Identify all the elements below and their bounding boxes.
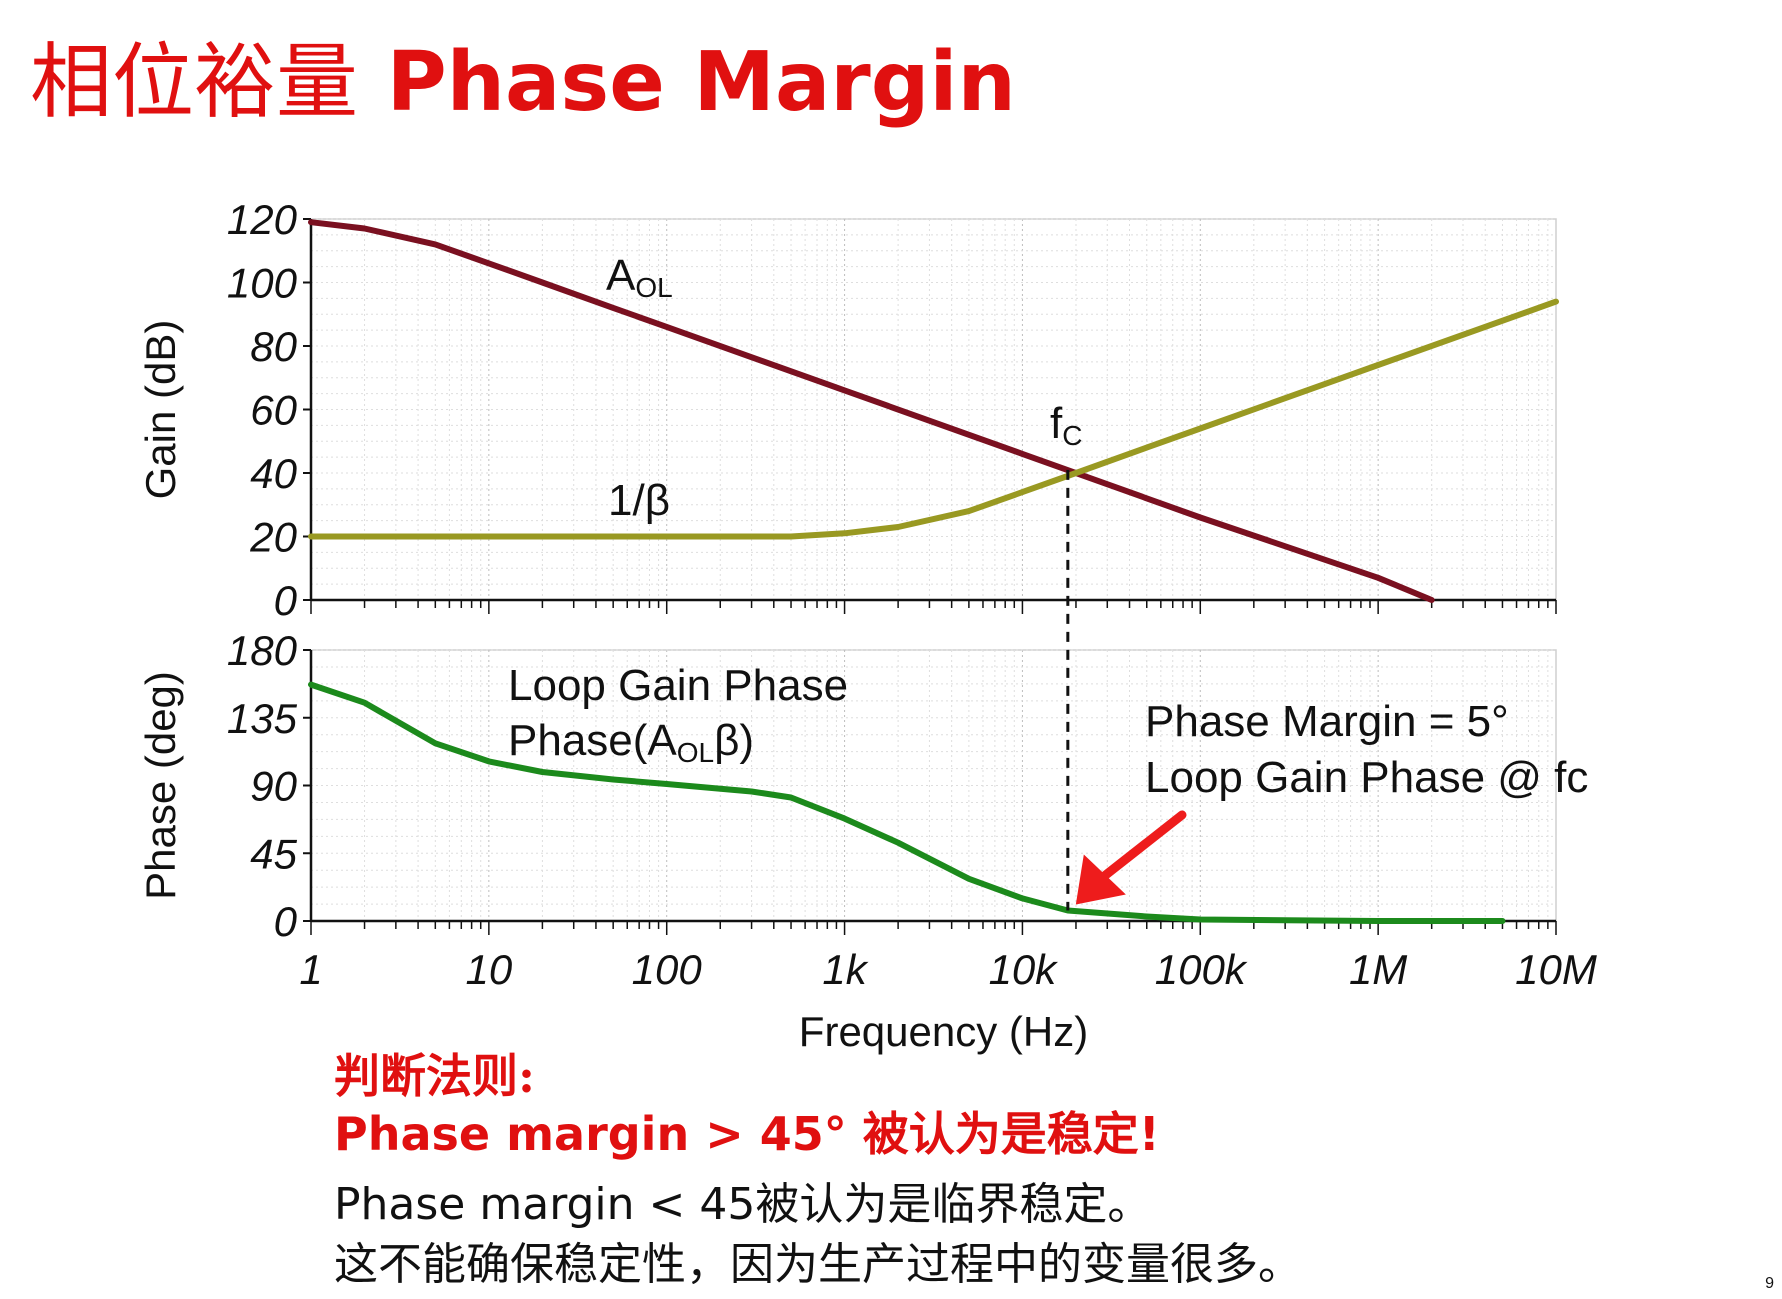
annotations-layer: AOL 1/β fC Loop Gain Phase Phase(AOLβ) Phase … — [508, 251, 1588, 911]
y-tick-label: 180 — [227, 627, 298, 674]
rule-stable: Phase margin > 45° 被认为是稳定! — [334, 1107, 1160, 1161]
label-loop-gain-phase-at-fc: Loop Gain Phase @ fc — [1145, 753, 1588, 802]
y-tick-label: 90 — [250, 763, 297, 810]
y-tick-label: 45 — [250, 830, 297, 877]
rule-title: 判断法则: — [334, 1049, 535, 1103]
label-loop-gain-phase: Loop Gain Phase — [508, 661, 848, 710]
label-aol: AOL — [606, 251, 673, 303]
y-tick-label: 0 — [274, 898, 298, 945]
y-tick-label: 0 — [274, 577, 298, 624]
series-line — [308, 219, 1435, 603]
y-tick-label: 20 — [249, 514, 297, 561]
rule-critical: Phase margin < 45被认为是临界稳定。 — [334, 1179, 1152, 1230]
plot-frame — [310, 649, 1557, 922]
label-phase-margin: Phase Margin = 5° — [1145, 697, 1509, 746]
x-tick-label: 10k — [989, 946, 1059, 993]
label-phase-aol-beta: Phase(AOLβ) — [508, 716, 754, 768]
y-tick-label: 135 — [227, 695, 298, 742]
rule-reason: 这不能确保稳定性，因为生产过程中的变量很多。 — [334, 1239, 1302, 1290]
x-tick-label: 1 — [299, 946, 322, 993]
y-tick-label: 120 — [227, 196, 298, 243]
label-inverse-beta: 1/β — [608, 476, 670, 525]
red-arrow-shaft — [1099, 810, 1187, 881]
y-tick-label: 40 — [250, 450, 297, 497]
x-tick-label: 100 — [632, 946, 703, 993]
phase-panel: 0 45 90 135 180 1 10 100 1k 10k 100k 1M 10M Frequency… — [137, 627, 1597, 1055]
x-tick-label: 1M — [1349, 946, 1407, 993]
slide-title: 相位裕量 Phase Margin — [30, 42, 1016, 124]
page-number: 9 — [1765, 1275, 1774, 1292]
red-arrow — [1075, 810, 1187, 905]
y-tick-label: 80 — [250, 323, 297, 370]
x-tick-label: 100k — [1155, 946, 1248, 993]
title-chinese: 相位裕量 — [30, 35, 359, 130]
x-tick-label: 1k — [822, 946, 868, 993]
x-tick-label: 10M — [1515, 946, 1597, 993]
gain-panel: 0 20 40 60 80 100 120 Gain (dB) — [137, 196, 1559, 624]
x-axis-title: Frequency (Hz) — [799, 1008, 1088, 1055]
series-line — [308, 681, 1506, 924]
x-tick-label: 10 — [465, 946, 512, 993]
y-tick-label: 60 — [250, 387, 297, 434]
y-axis-title: Gain (dB) — [137, 320, 184, 500]
red-arrow-head — [1075, 854, 1126, 905]
series-line — [308, 298, 1559, 540]
label-fc: fC — [1050, 399, 1082, 451]
title-english: Phase Margin — [386, 35, 1016, 130]
y-tick-label: 100 — [227, 260, 298, 307]
y-axis-title: Phase (deg) — [137, 671, 184, 900]
